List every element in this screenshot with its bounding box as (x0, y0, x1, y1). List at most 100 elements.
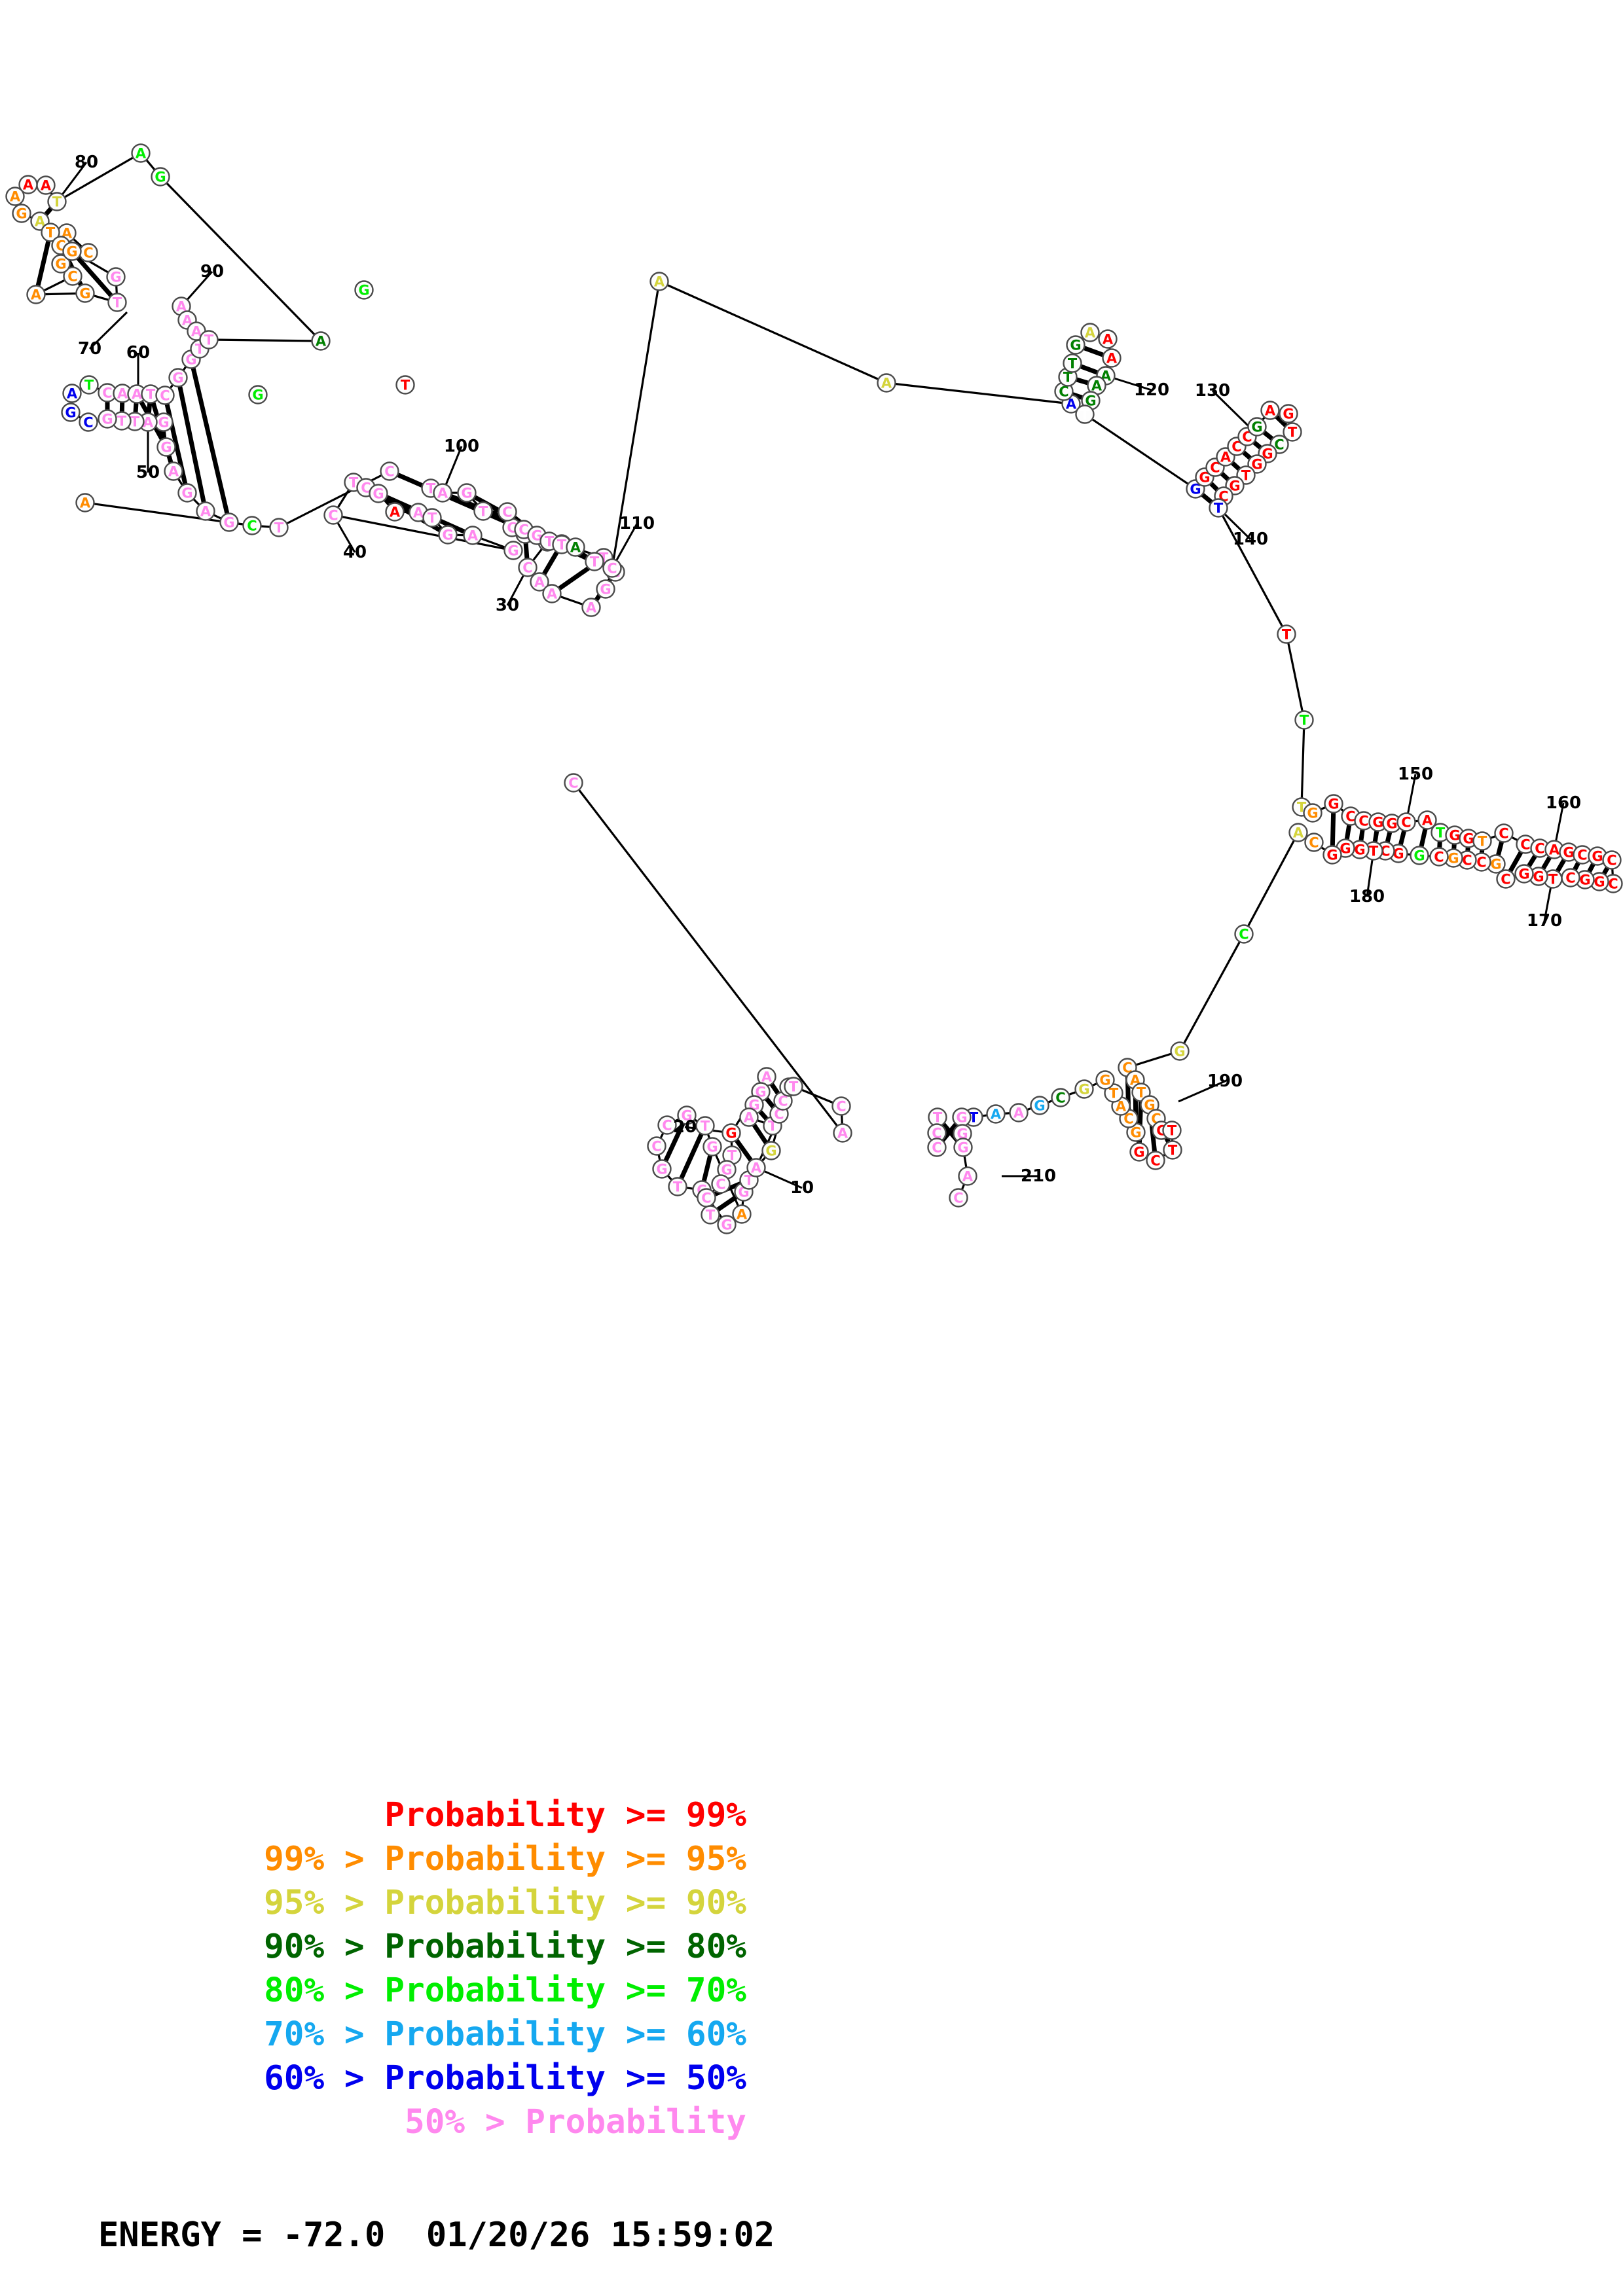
nucleotide-71[interactable]: G (168, 368, 188, 387)
nucleotide-84[interactable]: A (5, 187, 25, 206)
nucleotide-50[interactable]: C (242, 516, 262, 535)
nucleotide-89[interactable]: G (62, 242, 82, 261)
nucleotide-155[interactable]: T (1472, 831, 1492, 851)
nucleotide-68[interactable]: A (127, 384, 147, 404)
nucleotide-150[interactable]: C (1396, 812, 1416, 832)
nucleotide-40[interactable]: C (323, 505, 343, 525)
nucleotide-142[interactable]: T (1294, 710, 1314, 730)
nucleotide-180[interactable]: T (1364, 841, 1383, 861)
nucleotide-156[interactable]: C (1494, 823, 1514, 843)
nucleotide-165[interactable]: G (1590, 872, 1609, 891)
nucleotide-43[interactable]: G (369, 484, 388, 503)
nucleotide-210[interactable]: G (953, 1124, 972, 1143)
nucleotide-194[interactable]: T (1162, 1121, 1182, 1140)
nucleotide-151[interactable]: A (1417, 810, 1437, 830)
nucleotide-167[interactable]: C (1561, 868, 1580, 888)
nucleotide-87[interactable]: T (41, 223, 60, 242)
nucleotide-81[interactable]: T (47, 192, 67, 211)
nucleotide-103[interactable]: C (498, 502, 517, 522)
nucleotide-115[interactable]: T (1063, 353, 1082, 373)
nucleotide-174[interactable]: C (1457, 850, 1477, 870)
nucleotide-159[interactable]: A (1544, 840, 1564, 859)
nucleotide-219[interactable]: A (649, 272, 669, 291)
nucleotide-76[interactable]: A (26, 285, 46, 304)
nucleotide-51[interactable]: T (269, 518, 289, 537)
nucleotide-148[interactable]: G (1368, 812, 1388, 832)
nucleotide-24[interactable]: G (717, 1160, 737, 1179)
nucleotide-121[interactable]: A (1087, 376, 1106, 395)
nucleotide-108[interactable]: A (566, 537, 585, 557)
nucleotide-173[interactable]: C (1472, 852, 1491, 872)
nucleotide-224[interactable]: G (354, 280, 374, 300)
nucleotide-207[interactable]: A (986, 1104, 1006, 1124)
nucleotide-78[interactable]: G (51, 254, 71, 274)
nucleotide-100[interactable]: A (433, 483, 452, 503)
nucleotide-118[interactable]: A (1098, 329, 1118, 349)
nucleotide-202[interactable]: G (1095, 1070, 1115, 1090)
nucleotide-188[interactable]: C (1118, 1058, 1137, 1077)
nucleotide-131[interactable]: A (1260, 401, 1280, 420)
nucleotide-112[interactable]: A (1061, 394, 1081, 414)
nucleotide-32[interactable]: A (542, 584, 562, 603)
nucleotide-186[interactable]: C (1234, 924, 1254, 944)
nucleotide-214[interactable]: T (928, 1107, 947, 1127)
nucleotide-163[interactable]: C (1602, 850, 1622, 870)
nucleotide-212[interactable]: A (958, 1166, 977, 1186)
nucleotide-113[interactable]: C (1054, 382, 1074, 401)
nucleotide-197[interactable]: G (1129, 1142, 1149, 1162)
nucleotide-205[interactable]: G (1030, 1096, 1049, 1115)
nucleotide-48[interactable]: A (463, 526, 483, 545)
nucleotide-117[interactable]: A (1080, 323, 1100, 342)
nucleotide-198[interactable]: G (1126, 1122, 1146, 1142)
nucleotide-189[interactable]: A (1125, 1070, 1145, 1090)
nucleotide-55[interactable]: A (164, 461, 183, 481)
nucleotide-93[interactable]: T (199, 330, 219, 350)
nucleotide-217[interactable]: C (831, 1096, 851, 1116)
nucleotide-183[interactable]: G (1322, 845, 1342, 865)
nucleotide-216[interactable]: C (927, 1138, 947, 1157)
nucleotide-4[interactable]: C (647, 1136, 666, 1156)
nucleotide-218[interactable]: T (784, 1077, 803, 1096)
nucleotide-49[interactable]: G (503, 541, 523, 560)
nucleotide-70[interactable]: C (155, 386, 175, 405)
nucleotide-149[interactable]: G (1382, 814, 1402, 833)
nucleotide-75[interactable]: G (75, 283, 95, 303)
nucleotide-94[interactable]: A (311, 331, 331, 351)
nucleotide-57[interactable]: G (154, 412, 173, 432)
nucleotide-61[interactable]: G (98, 409, 117, 429)
nucleotide-211[interactable]: G (953, 1138, 973, 1157)
nucleotide-18[interactable]: A (757, 1067, 776, 1086)
nucleotide-98[interactable]: C (380, 461, 399, 481)
nucleotide-54[interactable]: G (177, 483, 197, 503)
nucleotide-33[interactable]: A (581, 598, 601, 617)
nucleotide-62[interactable]: C (79, 412, 98, 432)
nucleotide-65[interactable]: T (79, 375, 99, 395)
nucleotide-77[interactable]: C (63, 266, 82, 286)
nucleotide-64[interactable]: A (62, 384, 82, 403)
nucleotide-79[interactable]: C (79, 243, 98, 262)
nucleotide-7[interactable]: T (695, 1116, 715, 1136)
nucleotide-157[interactable]: C (1516, 834, 1535, 854)
nucleotide-69[interactable]: T (141, 384, 160, 404)
nucleotide-140[interactable]: T (1209, 498, 1228, 518)
nucleotide-171[interactable]: C (1496, 869, 1516, 889)
nucleotide-47[interactable]: G (438, 525, 458, 545)
nucleotide-2[interactable]: T (668, 1177, 687, 1196)
nucleotide-25[interactable]: C (711, 1174, 731, 1194)
nucleotide-187[interactable]: G (1170, 1041, 1190, 1061)
nucleotide-26[interactable]: C (697, 1188, 716, 1208)
nucleotide-177[interactable]: G (1410, 846, 1429, 865)
nucleotide-97[interactable]: G (106, 267, 126, 287)
nucleotide-21[interactable]: A (739, 1107, 759, 1127)
nucleotide-111[interactable]: A (877, 373, 896, 393)
nucleotide-185[interactable]: A (1288, 823, 1308, 842)
nucleotide-56[interactable]: G (156, 437, 176, 457)
nucleotide-172[interactable]: G (1486, 854, 1506, 874)
nucleotide-133[interactable]: T (1283, 422, 1302, 442)
nucleotide-225[interactable]: A (75, 493, 95, 512)
nucleotide-12[interactable]: A (746, 1158, 766, 1177)
nucleotide-206[interactable]: A (1009, 1103, 1029, 1122)
nucleotide-31[interactable]: A (530, 572, 549, 592)
nucleotide-28[interactable]: G (717, 1215, 737, 1234)
nucleotide-110[interactable]: C (602, 558, 622, 578)
